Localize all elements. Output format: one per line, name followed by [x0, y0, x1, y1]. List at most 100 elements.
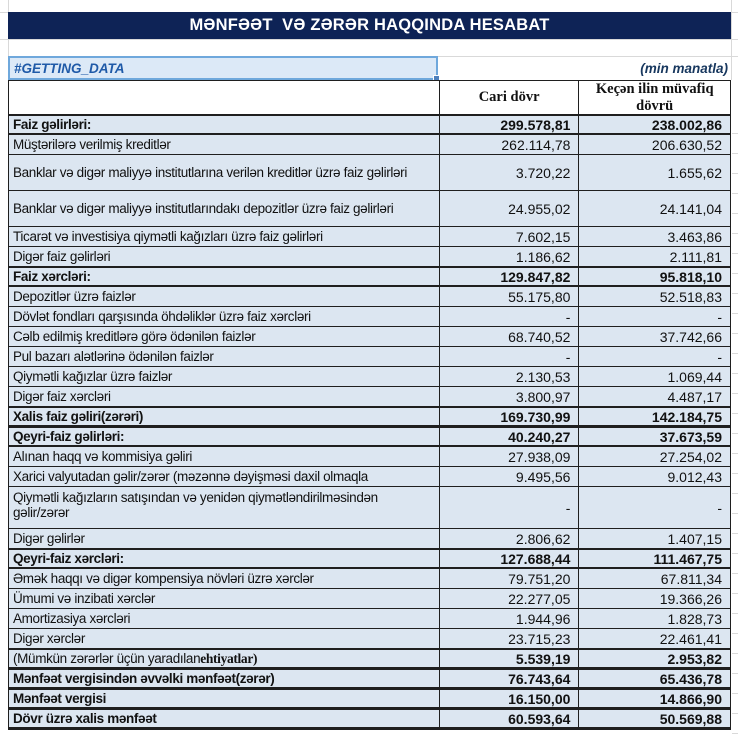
row-label: Amortizasiya xərcləri — [13, 610, 131, 626]
unit-note-cell[interactable]: (min manatla) — [440, 56, 731, 80]
table-row: Xalis faiz gəliri(zərəri) 169.730,99 142… — [9, 407, 730, 427]
row-label-cell[interactable]: Ticarət və investisiya qiymətli kağızlar… — [9, 227, 440, 246]
previous-value-cell[interactable]: 142.184,75 — [651, 408, 722, 425]
row-label: Qeyri-faiz gəlirləri: — [13, 428, 125, 444]
current-value-cell[interactable]: 23.715,23 — [440, 629, 580, 648]
row-label-cell[interactable]: Cəlb edilmiş kreditlərə görə ödənilən fa… — [9, 327, 440, 346]
previous-value-cell[interactable]: 1.069,44 — [667, 368, 723, 385]
current-value-cell[interactable]: 3.720,22 — [440, 155, 580, 190]
current-value-cell[interactable]: 27.938,09 — [440, 447, 580, 466]
table-row: Mənfəət vergisindən əvvəlki mənfəət(zərə… — [9, 669, 730, 689]
row-label-cell[interactable]: Faiz gəlirləri: — [9, 116, 440, 133]
current-value-cell[interactable]: 55.175,80 — [440, 287, 580, 306]
row-label-cell[interactable]: Amortizasiya xərcləri — [9, 609, 440, 628]
previous-value-cell[interactable]: 27.254,02 — [659, 448, 722, 465]
row-label-cell[interactable]: Banklar və digər maliyyə institutlarına … — [9, 155, 440, 190]
row-label-cell[interactable]: Digər gəlirlər — [9, 529, 440, 548]
current-value-cell[interactable]: 299.578,81 — [440, 116, 580, 133]
row-label-cell[interactable]: Qeyri-faiz xərcləri: — [9, 550, 440, 567]
previous-value-cell[interactable]: 238.002,86 — [651, 116, 722, 133]
row-label: Banklar və digər maliyyə institutlarında… — [13, 200, 394, 216]
current-value-cell[interactable]: - — [440, 347, 580, 366]
previous-value-cell[interactable]: 67.811,34 — [660, 570, 722, 587]
current-value-cell[interactable]: 16.150,00 — [440, 690, 580, 707]
previous-value-cell[interactable]: 4.487,17 — [667, 388, 723, 405]
row-label-cell[interactable]: Digər faiz xərcləri — [9, 387, 440, 406]
row-label-cell[interactable]: Xalis faiz gəliri(zərəri) — [9, 408, 440, 425]
current-value-cell[interactable]: 24.955,02 — [440, 191, 580, 226]
report-title-cell[interactable]: MƏNFƏƏT VƏ ZƏRƏR HAQQINDA HESABAT — [8, 12, 731, 39]
previous-value-cell[interactable]: - — [717, 348, 722, 365]
previous-value-cell[interactable]: 22.461,41 — [659, 630, 722, 647]
previous-value-cell[interactable]: 2.953,82 — [667, 650, 723, 667]
previous-value-cell[interactable]: - — [717, 308, 722, 325]
table-row: (Mümkün zərərlər üçün yaradılan ehtiyatl… — [9, 649, 730, 669]
row-label-cell[interactable]: Digər xərclər — [9, 629, 440, 648]
current-value-cell[interactable]: 2.806,62 — [440, 529, 580, 548]
current-value-cell[interactable]: 3.800,97 — [440, 387, 580, 406]
previous-value-cell[interactable]: 3.463,86 — [667, 228, 723, 245]
current-value-cell[interactable]: 7.602,15 — [440, 227, 580, 246]
previous-value-cell[interactable]: 65.436,78 — [659, 670, 722, 687]
row-label-cell[interactable]: Əmək haqqı və digər kompensiya növləri ü… — [9, 569, 440, 588]
current-value-cell[interactable]: 22.277,05 — [440, 589, 580, 608]
previous-value-cell[interactable]: 111.467,75 — [653, 550, 722, 567]
row-label-cell[interactable]: Dövr üzrə xalis mənfəət — [9, 710, 440, 727]
row-label-cell[interactable]: Qiymətli kağızların satışından və yenidə… — [9, 487, 440, 528]
current-value-cell[interactable]: 60.593,64 — [440, 710, 580, 727]
table-row: Qiymətli kağızlar üzrə faizlər 2.130,53 … — [9, 367, 730, 387]
row-label-cell[interactable]: Banklar və digər maliyyə institutlarında… — [9, 191, 440, 226]
row-label-cell[interactable]: Mənfəət vergisindən əvvəlki mənfəət(zərə… — [9, 670, 440, 687]
row-label-cell[interactable]: Dövlət fondları qarşısında öhdəliklər üz… — [9, 307, 440, 326]
current-value-cell[interactable]: 40.240,27 — [440, 428, 580, 445]
previous-value-cell[interactable]: 9.012,43 — [667, 468, 723, 485]
previous-value-cell[interactable]: - — [717, 499, 722, 516]
current-value-cell[interactable]: 169.730,99 — [440, 408, 580, 425]
row-label-cell[interactable]: Faiz xərcləri: — [9, 268, 440, 285]
row-label-cell[interactable]: Ümumi və inzibati xərclər — [9, 589, 440, 608]
previous-value-cell[interactable]: 50.569,88 — [659, 710, 722, 727]
previous-value-cell[interactable]: 2.111,81 — [669, 248, 722, 265]
gridline — [731, 0, 732, 80]
selected-cell-getting-data[interactable]: #GETTING_DATA — [8, 56, 440, 82]
row-label-cell[interactable]: Digər faiz gəlirləri — [9, 247, 440, 266]
previous-value-cell[interactable]: 1.828,73 — [667, 610, 723, 627]
previous-value-cell[interactable]: 95.818,10 — [659, 268, 722, 285]
current-value-cell[interactable]: 9.495,56 — [440, 467, 580, 486]
previous-value-cell[interactable]: 52.518,83 — [659, 288, 722, 305]
getting-data-text: #GETTING_DATA — [14, 60, 125, 76]
current-value-cell[interactable]: 262.114,78 — [440, 135, 580, 154]
previous-value-cell[interactable]: 24.141,04 — [659, 200, 722, 217]
previous-value-cell[interactable]: 19.366,26 — [659, 590, 722, 607]
header-current-period[interactable]: Cari dövr — [440, 81, 580, 114]
current-value-cell[interactable]: 1.944,96 — [440, 609, 580, 628]
current-value-cell[interactable]: - — [440, 487, 580, 528]
row-label-cell[interactable]: Müştərilərə verilmiş kreditlər — [9, 135, 440, 154]
previous-value-cell[interactable]: 37.673,59 — [659, 428, 722, 445]
row-label-cell[interactable]: (Mümkün zərərlər üçün yaradılan ehtiyatl… — [9, 650, 440, 667]
current-value-cell[interactable]: 79.751,20 — [440, 569, 580, 588]
current-value-cell[interactable]: 129.847,82 — [440, 268, 580, 285]
header-label-cell[interactable] — [9, 81, 440, 114]
current-value-cell[interactable]: 68.740,52 — [440, 327, 580, 346]
row-label-cell[interactable]: Alınan haqq və kommisiya gəliri — [9, 447, 440, 466]
row-label: Banklar və digər maliyyə institutlarına … — [13, 164, 407, 180]
header-previous-period[interactable]: Keçən ilin müvafiq dövrü — [595, 81, 714, 114]
previous-value-cell[interactable]: 37.742,66 — [659, 328, 722, 345]
previous-value-cell[interactable]: 1.407,15 — [667, 530, 723, 547]
current-value-cell[interactable]: 76.743,64 — [440, 670, 580, 687]
current-value-cell[interactable]: - — [440, 307, 580, 326]
current-value-cell[interactable]: 2.130,53 — [440, 367, 580, 386]
current-value-cell[interactable]: 127.688,44 — [440, 550, 580, 567]
row-label-cell[interactable]: Qiymətli kağızlar üzrə faizlər — [9, 367, 440, 386]
previous-value-cell[interactable]: 1.655,62 — [667, 164, 723, 181]
previous-value-cell[interactable]: 206.630,52 — [651, 136, 722, 153]
current-value-cell[interactable]: 5.539,19 — [440, 650, 580, 667]
row-label-cell[interactable]: Pul bazarı alətlərinə ödənilən faizlər — [9, 347, 440, 366]
row-label-cell[interactable]: Xarici valyutadan gəlir/zərər (məzənnə d… — [9, 467, 440, 486]
row-label-cell[interactable]: Qeyri-faiz gəlirləri: — [9, 428, 440, 445]
current-value-cell[interactable]: 1.186,62 — [440, 247, 580, 266]
previous-value-cell[interactable]: 14.866,90 — [659, 690, 722, 707]
row-label-cell[interactable]: Mənfəət vergisi — [9, 690, 440, 707]
row-label-cell[interactable]: Depozitlər üzrə faizlər — [9, 287, 440, 306]
